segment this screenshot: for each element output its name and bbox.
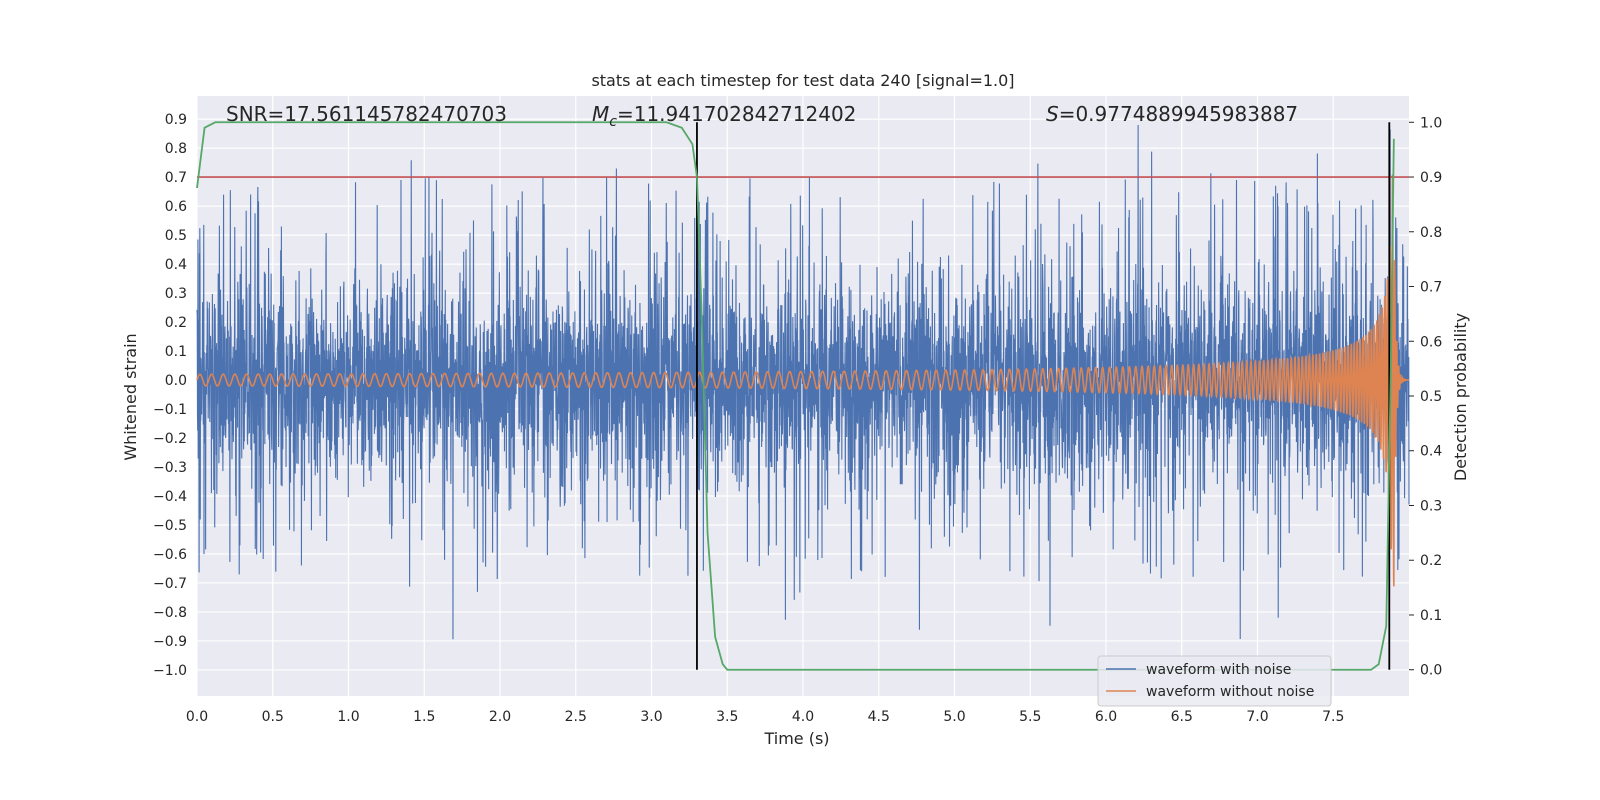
x-tick-label: 7.5: [1322, 709, 1344, 725]
y2-tick-label: 0.1: [1420, 608, 1442, 624]
series-waveform-without-noise: [196, 174, 1410, 587]
y-axis-right: 1.0 0.9 0.8 0.7 0.6 0.5 0.4 0.3 0.2 0.1 0.0: [1409, 115, 1442, 679]
x-tick-label: 3.0: [640, 709, 662, 725]
x-tick-label: 6.0: [1095, 709, 1117, 725]
y-tick-label: 0.8: [165, 141, 187, 157]
y-tick-label: −0.3: [153, 460, 187, 476]
x-tick-label: 4.5: [868, 709, 890, 725]
y-tick-label: −0.1: [153, 402, 187, 418]
y2-tick-label: 0.7: [1420, 280, 1442, 296]
legend-label-clean: waveform without noise: [1146, 684, 1314, 700]
x-tick-label: 2.5: [565, 709, 587, 725]
y2-tick-label: 0.6: [1420, 334, 1442, 350]
mc-value: =11.941702842712402: [617, 102, 856, 126]
y2-tick-label: 0.9: [1420, 170, 1442, 186]
x-axis: 0.0 0.5 1.0 1.5 2.0 2.5 3.0 3.5 4.0 4.5 5.0 5.5 6.0 6…: [186, 709, 1345, 725]
y2-tick-label: 0.5: [1420, 389, 1442, 405]
x-axis-label: Time (s): [763, 729, 829, 748]
x-tick-label: 0.5: [262, 709, 284, 725]
y2-tick-label: 0.8: [1420, 225, 1442, 241]
s-symbol: S: [1046, 102, 1059, 126]
clean-waveform-line: [196, 174, 1410, 587]
y2-tick-label: 0.4: [1420, 444, 1442, 460]
y-axis-left: 0.9 0.8 0.7 0.6 0.5 0.4 0.3 0.2 0.1 0.0 −0.1 −0.2 −0…: [153, 112, 187, 679]
y2-axis-label: Detection probability: [1451, 313, 1470, 481]
y-tick-label: 0.2: [165, 315, 187, 331]
x-tick-label: 2.0: [489, 709, 511, 725]
x-tick-label: 1.0: [337, 709, 359, 725]
y-tick-label: 0.6: [165, 199, 187, 215]
y-tick-label: 0.3: [165, 286, 187, 302]
y2-tick-label: 1.0: [1420, 115, 1442, 131]
y-tick-label: 0.4: [165, 257, 187, 273]
y2-tick-label: 0.3: [1420, 498, 1442, 514]
x-tick-label: 5.5: [1019, 709, 1041, 725]
y-tick-label: −0.6: [153, 547, 187, 563]
y-tick-label: 0.9: [165, 112, 187, 128]
y-tick-label: −0.4: [153, 489, 187, 505]
y2-tick-label: 0.2: [1420, 553, 1442, 569]
legend-label-noisy: waveform with noise: [1146, 662, 1291, 678]
detection-probability-line: [196, 121, 1395, 671]
y-tick-label: 0.0: [165, 373, 187, 389]
y-tick-label: 0.5: [165, 228, 187, 244]
legend-box: [1097, 655, 1332, 707]
mc-annotation: Mc=11.941702842712402: [592, 102, 856, 130]
y-tick-label: −1.0: [153, 663, 187, 679]
x-tick-label: 7.0: [1246, 709, 1268, 725]
y-tick-label: −0.9: [153, 634, 187, 650]
s-value: =0.9774889945983887: [1059, 102, 1298, 126]
x-tick-label: 0.0: [186, 709, 208, 725]
y2-tick-label: 0.0: [1420, 663, 1442, 679]
mc-symbol: M: [592, 102, 609, 126]
y-tick-label: −0.7: [153, 576, 187, 592]
x-tick-label: 3.5: [716, 709, 738, 725]
mc-subscript: c: [609, 114, 617, 130]
x-tick-label: 4.0: [792, 709, 814, 725]
y-tick-label: −0.5: [153, 518, 187, 534]
x-tick-label: 5.0: [943, 709, 965, 725]
y-tick-label: −0.2: [153, 431, 187, 447]
x-tick-label: 1.5: [413, 709, 435, 725]
legend: waveform with noise waveform without noi…: [1097, 655, 1332, 707]
x-tick-label: 6.5: [1171, 709, 1193, 725]
y-axis-label: Whitened strain: [121, 333, 140, 460]
s-annotation: S=0.9774889945983887: [1046, 102, 1298, 126]
chart-title: stats at each timestep for test data 240…: [591, 71, 1014, 90]
y-tick-label: 0.1: [165, 344, 187, 360]
snr-annotation: SNR=17.561145782470703: [226, 102, 507, 126]
y-tick-label: 0.7: [165, 170, 187, 186]
overlay-lines: [196, 121, 1409, 671]
y-tick-label: −0.8: [153, 605, 187, 621]
